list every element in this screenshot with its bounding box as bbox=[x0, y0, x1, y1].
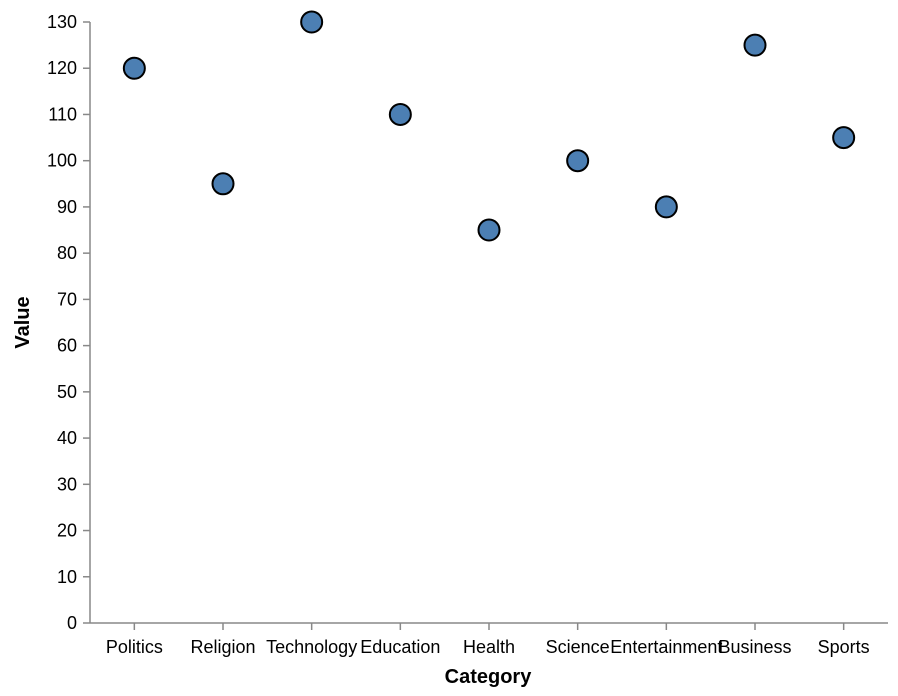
data-point bbox=[743, 33, 767, 57]
data-points bbox=[122, 10, 856, 242]
x-tick-label: Health bbox=[463, 637, 515, 657]
y-tick-label: 110 bbox=[48, 104, 77, 124]
data-point bbox=[654, 195, 678, 219]
y-tick-label: 80 bbox=[57, 243, 77, 263]
y-tick-label: 90 bbox=[57, 197, 77, 217]
y-tick-label: 130 bbox=[47, 12, 77, 32]
y-tick-label: 70 bbox=[57, 289, 77, 309]
x-tick-label: Sports bbox=[818, 637, 870, 657]
y-tick-label: 30 bbox=[57, 474, 77, 494]
y-tick-label: 60 bbox=[57, 336, 77, 356]
x-tick-label: Religion bbox=[190, 637, 255, 657]
x-axis-title: Category bbox=[445, 666, 533, 688]
x-tick-label: Science bbox=[546, 637, 610, 657]
data-point bbox=[477, 218, 501, 242]
y-tick-label: 10 bbox=[57, 567, 77, 587]
x-tick-label: Technology bbox=[266, 637, 357, 657]
y-tick-label: 50 bbox=[57, 382, 77, 402]
y-tick-label: 100 bbox=[47, 151, 77, 171]
data-point bbox=[211, 172, 235, 196]
y-axis-title: Value bbox=[12, 296, 34, 348]
x-tick-label: Business bbox=[718, 637, 791, 657]
data-point bbox=[300, 10, 324, 34]
y-tick-label: 20 bbox=[57, 521, 77, 541]
y-axis: 0 10 20 30 40 50 60 70 80 90 100 110 120 130 bbox=[47, 12, 91, 633]
data-point bbox=[122, 56, 146, 80]
y-tick-label: 120 bbox=[47, 58, 77, 78]
data-point bbox=[388, 102, 412, 126]
x-tick-label: Education bbox=[360, 637, 440, 657]
data-point bbox=[832, 126, 856, 150]
y-tick-label: 0 bbox=[67, 613, 77, 633]
data-point bbox=[566, 149, 590, 173]
x-tick-label: Politics bbox=[106, 637, 163, 657]
x-axis: Politics Religion Technology Education Healt… bbox=[90, 622, 888, 657]
y-tick-label: 40 bbox=[57, 428, 77, 448]
x-tick-label: Entertainment bbox=[610, 637, 722, 657]
